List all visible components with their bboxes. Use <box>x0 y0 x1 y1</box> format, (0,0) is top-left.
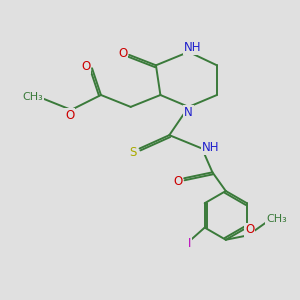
Text: I: I <box>188 237 191 250</box>
Text: N: N <box>184 106 193 119</box>
Text: CH₃: CH₃ <box>22 92 43 101</box>
Text: O: O <box>81 60 90 73</box>
Text: O: O <box>173 175 182 188</box>
Text: S: S <box>129 146 137 159</box>
Text: CH₃: CH₃ <box>266 214 287 224</box>
Text: O: O <box>245 224 254 236</box>
Text: NH: NH <box>202 141 219 154</box>
Text: NH: NH <box>184 41 202 54</box>
Text: O: O <box>65 109 74 122</box>
Text: O: O <box>118 47 127 60</box>
